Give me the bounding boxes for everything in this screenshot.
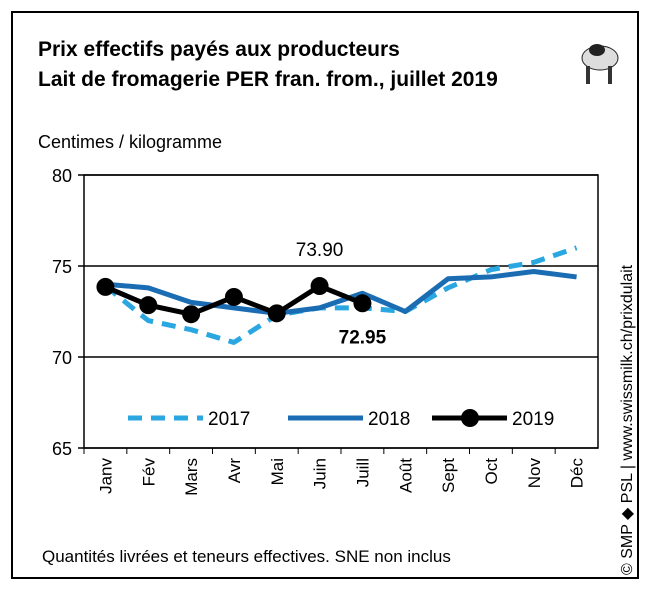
x-tick-label: Juill (353, 458, 372, 487)
x-tick-label: Juin (311, 458, 330, 489)
x-tick-label: Oct (482, 458, 501, 485)
x-tick-label: Sept (439, 458, 458, 493)
legend-label: 2018 (368, 409, 410, 430)
data-point (139, 296, 157, 314)
legend-label: 2017 (208, 409, 250, 430)
y-tick-label: 65 (52, 439, 72, 459)
footer: Quantités livrées et teneurs effectives.… (42, 547, 451, 566)
value-label: 72.95 (339, 327, 387, 348)
x-tick-label: Fév (139, 458, 158, 487)
x-tick-label: Mai (268, 458, 287, 485)
x-tick-label: Nov (525, 458, 544, 489)
data-point (96, 278, 114, 296)
y-axis-label: Centimes / kilogramme (38, 132, 222, 152)
data-point (182, 305, 200, 323)
x-tick-label: Mars (182, 458, 201, 496)
data-point (225, 288, 243, 306)
data-point (353, 294, 371, 312)
x-tick-label: Déc (568, 458, 587, 489)
y-tick-label: 80 (52, 166, 72, 186)
chart: Prix effectifs payés aux producteurs Lai… (0, 0, 647, 587)
y-tick-label: 70 (52, 348, 72, 368)
chart-title: Prix effectifs payés aux producteurs (38, 38, 400, 61)
legend-marker (461, 409, 479, 427)
chart-subtitle: Lait de fromagerie PER fran. from., juil… (38, 68, 498, 91)
data-point (311, 277, 329, 295)
legend-label: 2019 (512, 409, 554, 430)
x-tick-label: Janv (96, 458, 115, 494)
source: © SMP ◆ PSL | www.swissmilk.ch/prixdulai… (619, 264, 636, 575)
x-tick-label: Août (396, 458, 415, 493)
x-tick-label: Avr (225, 458, 244, 484)
data-point (268, 304, 286, 322)
value-label: 73.90 (296, 240, 344, 261)
y-tick-label: 75 (52, 257, 72, 277)
